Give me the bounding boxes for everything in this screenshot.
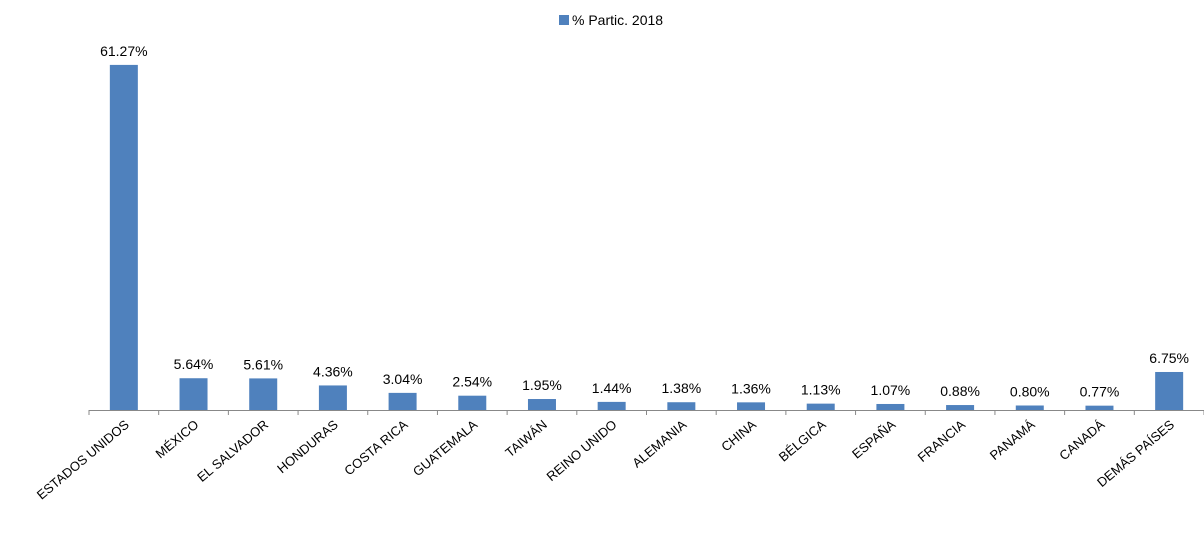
- data-labels-group: 61.27% 5.64% 5.61% 4.36% 3.04% 2.54% 1.95% 1.44…: [100, 43, 1189, 400]
- bar: [737, 402, 766, 410]
- data-label: 2.54%: [452, 374, 492, 390]
- bar: [388, 392, 417, 410]
- x-tick-label: REINO UNIDO: [544, 417, 620, 484]
- bar: [249, 378, 278, 410]
- bar: [1155, 371, 1184, 410]
- bars-group: [109, 64, 1184, 411]
- x-tick-label: ALEMANIA: [629, 417, 689, 471]
- x-tick-label: MÉXICO: [153, 417, 202, 461]
- x-tick-label: HONDURAS: [274, 417, 341, 477]
- data-label: 0.88%: [940, 383, 980, 399]
- data-label: 5.61%: [243, 356, 283, 372]
- data-label: 0.77%: [1080, 384, 1120, 400]
- bar: [318, 385, 347, 410]
- bar: [109, 64, 138, 411]
- bar: [179, 378, 208, 410]
- data-label: 1.07%: [871, 382, 911, 398]
- bar: [667, 402, 696, 410]
- data-label: 6.75%: [1149, 350, 1189, 366]
- bar: [1015, 405, 1044, 410]
- x-tick-label: BÉLGICA: [776, 417, 829, 465]
- legend-label: % Partic. 2018: [572, 12, 663, 28]
- bar: [946, 405, 975, 410]
- bar: [527, 399, 556, 410]
- x-tick-label: TAIWÁN: [502, 417, 550, 460]
- data-label: 1.13%: [801, 382, 841, 398]
- data-label: 3.04%: [383, 371, 423, 387]
- data-label: 5.64%: [174, 356, 214, 372]
- x-tick-label: ESTADOS UNIDOS: [34, 417, 132, 503]
- x-tick-label: GUATEMALA: [410, 417, 481, 480]
- data-label: 0.80%: [1010, 383, 1050, 399]
- x-tick-label: CHINA: [718, 417, 759, 455]
- x-tick-label: FRANCIA: [915, 417, 969, 465]
- legend: % Partic. 2018: [559, 12, 663, 28]
- x-tick-label: COSTA RICA: [341, 417, 410, 479]
- data-label: 1.95%: [522, 377, 562, 393]
- data-label: 1.44%: [592, 380, 632, 396]
- x-tick-label: CANADÁ: [1056, 417, 1107, 464]
- x-tick-label: PANAMÁ: [987, 417, 1038, 463]
- data-label: 61.27%: [100, 43, 147, 59]
- x-axis-ticks: [88, 410, 1204, 415]
- data-label: 4.36%: [313, 363, 353, 379]
- bar: [597, 401, 626, 410]
- bar: [1085, 405, 1114, 410]
- data-label: 1.38%: [661, 380, 701, 396]
- legend-swatch: [559, 15, 569, 25]
- data-label: 1.36%: [731, 380, 771, 396]
- bar: [876, 403, 905, 410]
- x-tick-label: EL SALVADOR: [194, 417, 271, 485]
- bar: [458, 395, 487, 410]
- bar: [806, 403, 835, 410]
- x-tick-label: ESPAÑA: [849, 417, 899, 462]
